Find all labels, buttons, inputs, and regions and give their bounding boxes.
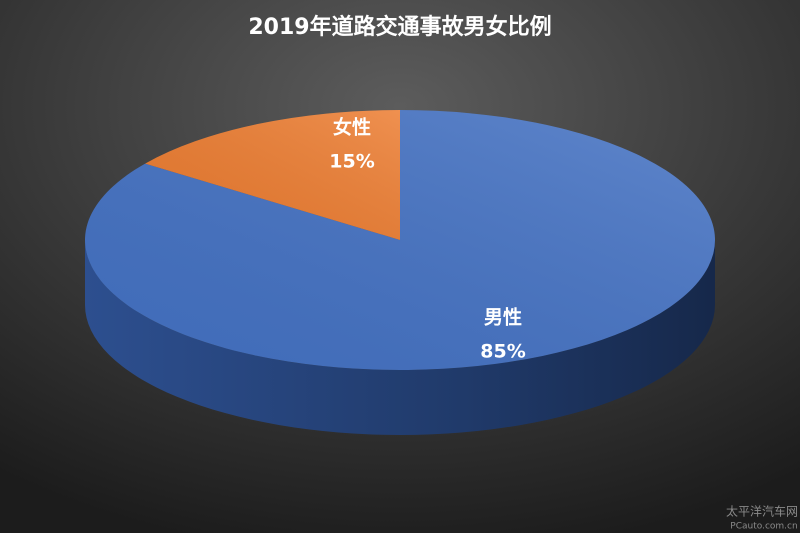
chart-title: 2019年道路交通事故男女比例 (248, 14, 551, 40)
value-label: 15% (329, 151, 374, 173)
value-label: 85% (480, 341, 525, 363)
watermark: 太平洋汽车网 (726, 504, 798, 519)
slice-label: 男性 (484, 306, 522, 329)
pie-side (85, 240, 715, 435)
slice-label: 女性 (333, 116, 371, 139)
pie: 男性 85% 女性 15% (84, 110, 716, 435)
watermark: PCauto.com.cn (730, 522, 797, 532)
